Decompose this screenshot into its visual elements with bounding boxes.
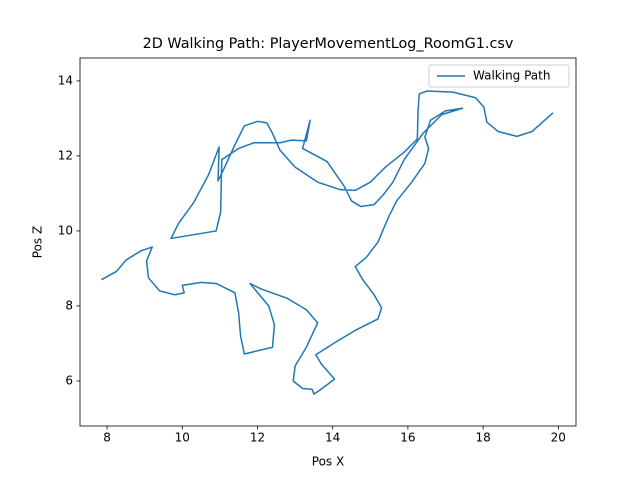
x-tick-label: 18 xyxy=(475,431,490,445)
legend-box xyxy=(428,64,570,88)
walking-path-line xyxy=(101,90,554,395)
y-tick-label: 14 xyxy=(58,73,73,87)
x-tick-label: 14 xyxy=(325,431,340,445)
x-axis-label: Pos X xyxy=(312,455,344,469)
x-tick-label: 10 xyxy=(175,431,190,445)
chart-title: 2D Walking Path: PlayerMovementLog_RoomG… xyxy=(143,36,514,52)
y-axis-label: Pos Z xyxy=(31,226,45,258)
y-tick-label: 12 xyxy=(58,148,73,162)
x-tick-label: 16 xyxy=(400,431,415,445)
legend-label: Walking Path xyxy=(473,69,550,83)
x-tick-label: 20 xyxy=(551,431,566,445)
y-tick-label: 6 xyxy=(65,373,73,387)
x-tick-label: 8 xyxy=(103,431,111,445)
plot-frame xyxy=(79,57,577,427)
y-tick-label: 8 xyxy=(65,298,73,312)
y-tick-label: 10 xyxy=(58,223,73,237)
x-tick-label: 12 xyxy=(250,431,265,445)
